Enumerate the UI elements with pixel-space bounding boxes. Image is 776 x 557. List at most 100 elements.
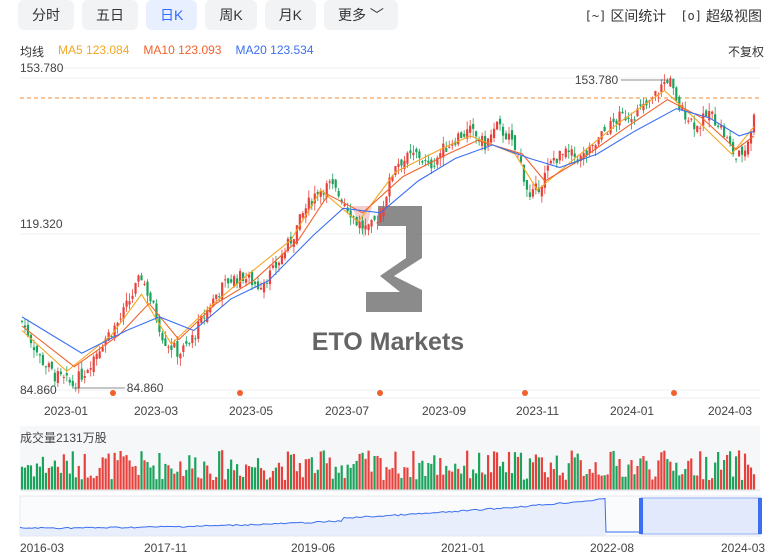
candle-body — [460, 132, 463, 139]
x-tick-label: 2024-03 — [708, 404, 752, 418]
candle-body — [86, 370, 89, 373]
tab-daily-k[interactable]: 日K — [146, 0, 198, 30]
volume-bar — [507, 451, 511, 490]
volume-bar — [119, 450, 122, 490]
volume-bar — [430, 463, 433, 490]
navigator-handle-left[interactable] — [639, 498, 643, 534]
x-tick-label: 2023-09 — [422, 404, 466, 418]
volume-bar — [672, 470, 675, 490]
volume-bar — [50, 466, 53, 490]
volume-bar — [307, 458, 310, 490]
candle-body — [41, 354, 45, 365]
volume-bar — [346, 464, 349, 490]
candle-body — [546, 165, 549, 171]
volume-bar — [56, 466, 59, 490]
candle-body — [594, 145, 597, 150]
candle-body — [519, 156, 523, 163]
x-tick-label: 2023-05 — [229, 404, 273, 418]
tab-monthly-k[interactable]: 月K — [264, 0, 317, 30]
volume-bar — [537, 457, 540, 490]
tab-weekly-k[interactable]: 周K — [205, 0, 257, 30]
event-dot — [237, 390, 243, 396]
candle-body — [176, 340, 179, 357]
volume-bar — [573, 457, 576, 490]
candle-body — [618, 111, 621, 126]
candle-body — [752, 114, 756, 133]
volume-bar — [241, 476, 245, 490]
super-view-button[interactable]: [o] 超级视图 — [680, 6, 762, 26]
candles — [20, 74, 756, 394]
volume-bar — [239, 475, 242, 490]
tab-five-day[interactable]: 五日 — [82, 0, 138, 30]
range-bracket-icon: [~] — [584, 9, 607, 23]
volume-bar — [271, 470, 275, 490]
tab-intraday[interactable]: 分时 — [18, 0, 74, 30]
candle-body — [451, 144, 454, 146]
candle-body — [134, 283, 137, 294]
candle-body — [603, 126, 606, 132]
volume-bar — [409, 477, 412, 490]
candle-body — [672, 78, 675, 89]
volume-bar — [304, 459, 307, 490]
volume-bar — [227, 468, 230, 490]
volume-bar — [495, 452, 499, 490]
volume-bar — [726, 454, 729, 490]
volume-bar — [549, 462, 552, 490]
candle-body — [250, 271, 254, 286]
navigator-line — [19, 498, 640, 533]
volume-bar — [681, 474, 684, 490]
volume-bar — [746, 464, 750, 490]
candle-body — [504, 133, 508, 140]
candle-body — [316, 192, 319, 195]
y-tick-label: 84.860 — [20, 383, 57, 397]
candle-body — [331, 179, 334, 185]
candle-body — [92, 356, 95, 373]
volume-bar — [62, 454, 65, 490]
volume-bar — [146, 462, 149, 490]
volume-bar — [65, 460, 68, 490]
volume-bar — [233, 470, 236, 490]
candle-body — [570, 149, 573, 156]
volume-bar — [280, 466, 284, 490]
volume-bar — [191, 468, 194, 490]
volume-bar — [26, 465, 30, 490]
range-stats-button[interactable]: [~] 区间统计 — [585, 6, 667, 26]
navigator-handle-right[interactable] — [758, 498, 762, 534]
volume-bar — [663, 450, 666, 490]
candle-body — [615, 120, 618, 124]
candle-body — [486, 138, 490, 146]
candle-body — [179, 353, 182, 359]
candle-body — [394, 166, 397, 175]
volume-bar — [415, 479, 418, 490]
volume-bar — [636, 465, 639, 490]
candle-body — [116, 322, 119, 327]
candle-body — [98, 351, 101, 359]
volume-bar — [439, 457, 442, 490]
candle-body — [167, 346, 170, 348]
candle-body — [77, 371, 80, 389]
candle-body — [591, 144, 594, 146]
volume-bar — [501, 461, 505, 490]
candle-body — [609, 121, 612, 134]
x-tick-label: 2023-11 — [516, 404, 559, 418]
volume-bar — [564, 479, 567, 490]
volume-bar — [702, 479, 705, 490]
candle-body — [606, 133, 609, 135]
volume-bar — [313, 473, 316, 490]
volume-bar — [651, 479, 654, 490]
candle-body — [71, 380, 74, 387]
volume-bar — [445, 465, 448, 490]
tab-more[interactable]: 更多 ﹀ — [324, 0, 398, 30]
candle-body — [433, 165, 436, 167]
volume-bar — [286, 451, 290, 490]
candle-body — [528, 192, 532, 197]
volume-bar — [176, 471, 179, 490]
volume-bar — [657, 460, 660, 490]
volume-bar — [472, 469, 475, 490]
volume-bar — [203, 461, 206, 490]
ma20-value: MA20 123.534 — [235, 43, 314, 57]
candle-body — [140, 275, 143, 281]
candle-body — [723, 125, 726, 138]
price-adjust-toggle[interactable]: 不复权 — [727, 45, 764, 59]
